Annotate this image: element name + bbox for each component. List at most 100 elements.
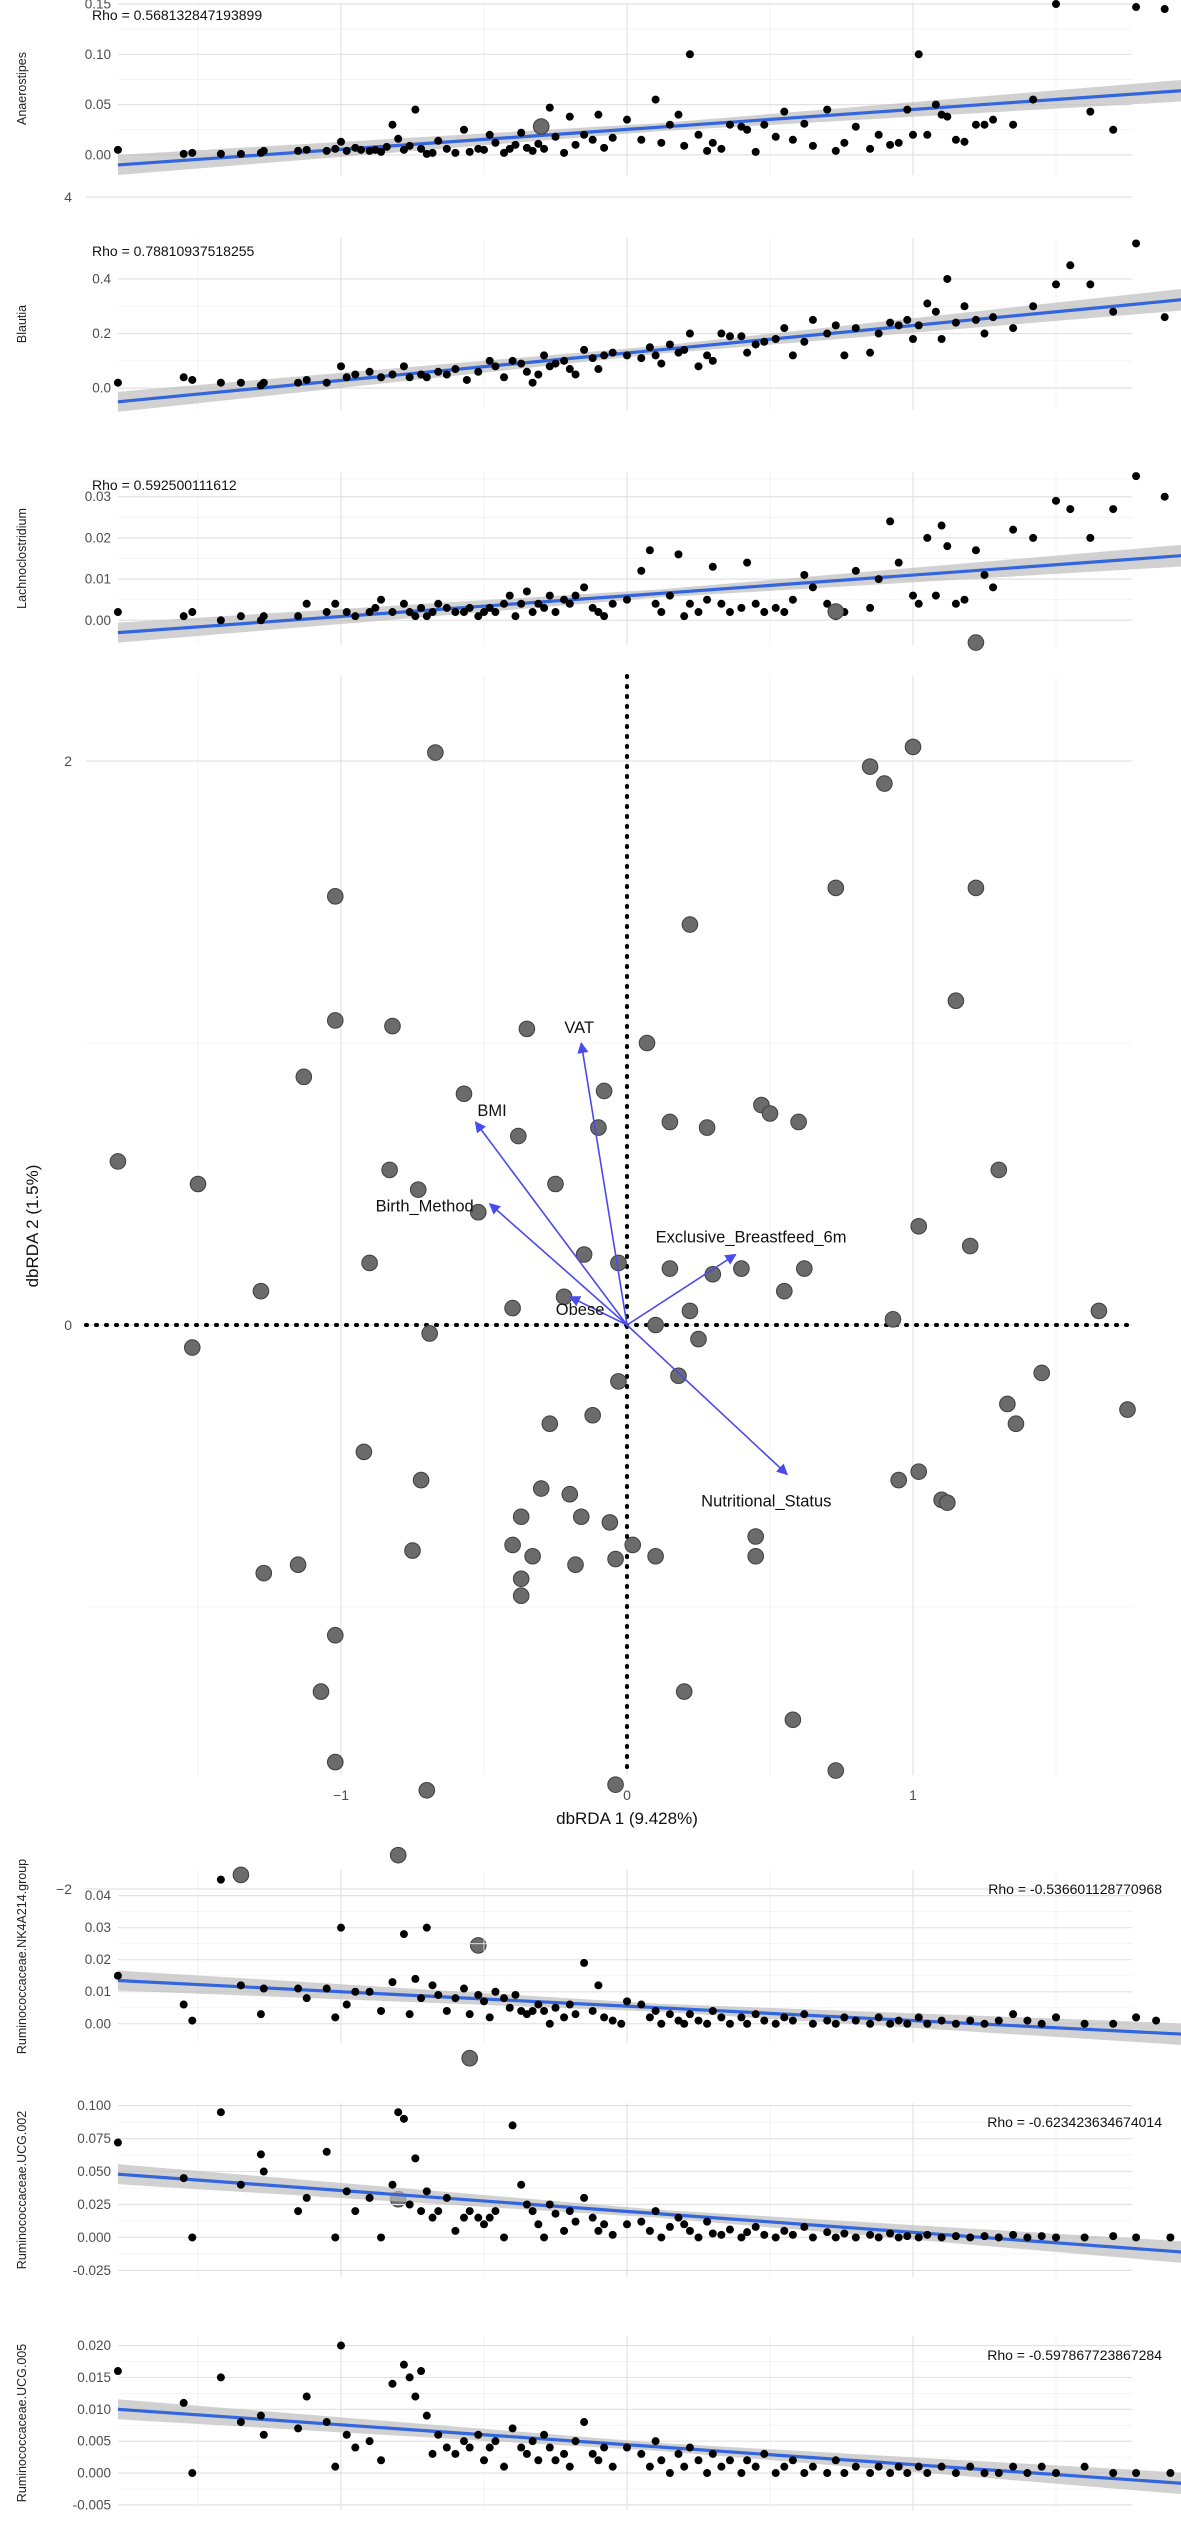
data-point [428,2449,437,2458]
data-point [434,599,443,608]
data-point [665,2222,674,2231]
data-point [980,570,989,579]
sample-point [967,634,985,651]
y-tick-label: 0.050 [77,2164,111,2179]
y-tick-label: 0 [64,1317,72,1333]
regression-line [117,2172,1181,2254]
data-point [909,591,917,600]
data-point [1160,492,1169,501]
data-point [491,2437,500,2446]
panel-2: 0.00 0.01 0.02 0.03 Lachnoclostridium Rho = 0… [15,472,1181,645]
data-point [342,2430,351,2439]
data-point [342,146,351,155]
data-point [943,112,952,121]
loading-arrow [626,1324,788,1476]
data-point [886,2469,895,2478]
data-point [788,135,797,144]
data-point [737,2233,746,2242]
data-point [588,2449,597,2458]
data-point [236,149,245,158]
data-point [560,2226,569,2235]
data-point [831,146,840,155]
sample-point [381,1161,398,1179]
data-point [823,599,832,608]
data-point [517,599,526,608]
data-point [377,373,386,382]
sample-point [504,1536,521,1554]
data-point [923,130,932,139]
data-point [500,599,509,608]
data-point [886,318,895,327]
data-point [980,2232,989,2241]
data-point [665,2010,674,2019]
data-point [751,2010,760,2019]
data-point [708,138,717,147]
data-point [751,147,760,156]
data-point [480,608,488,617]
data-point [465,147,474,156]
sample-point [876,775,893,792]
data-point [1109,505,1118,514]
data-point [708,2006,717,2015]
data-point [434,136,443,145]
data-point [851,122,860,131]
sample-point [590,1119,607,1136]
data-point [680,2019,689,2028]
data-point [951,599,960,608]
data-point [1052,2233,1060,2242]
loading-arrow-label: BMI [477,1102,506,1120]
sample-point [690,1330,707,1348]
data-point [594,2226,603,2235]
sample-point [461,2049,479,2067]
sample-point [504,1299,521,1317]
data-point [551,132,560,141]
data-point [717,2230,726,2239]
data-point [442,2006,451,2015]
loading-arrow-label: Birth_Method [376,1198,474,1216]
data-point [377,2456,386,2465]
sample-point [647,1316,664,1334]
data-point [651,2437,660,2446]
data-point [377,2006,386,2015]
data-point [623,2443,631,2452]
data-point [560,2449,569,2458]
data-point [505,144,514,153]
regression-line [117,89,1181,167]
data-point [551,2456,560,2465]
y-tick-label: 4 [64,189,72,205]
data-point [517,2180,526,2189]
y-tick-label: 0.0 [92,381,111,396]
y-tick-label: −2 [56,1881,72,1897]
data-point [459,1984,468,1993]
sample-point [947,992,965,1010]
data-point [760,608,769,617]
data-point [388,120,397,129]
data-point [399,2114,408,2123]
sample-point [607,1550,624,1568]
data-point [743,348,752,357]
data-point [545,103,554,112]
data-point [623,351,631,360]
data-point [685,2010,694,2019]
y-tick-label: 2 [64,753,72,769]
y-tick-label: 0.04 [85,1888,112,1903]
data-point [623,2220,631,2229]
data-point [703,2217,712,2226]
data-point [685,50,694,59]
data-point [743,558,752,567]
data-point [743,2019,752,2028]
data-point [411,2154,420,2163]
data-point [522,367,531,376]
sample-point [624,1536,642,1554]
data-point [685,2443,694,2452]
data-point [931,591,940,600]
data-point [737,603,746,612]
sample-point [827,1762,845,1779]
data-point [188,2016,197,2025]
data-point [657,138,666,147]
data-point [1009,120,1018,129]
data-point [1109,307,1118,316]
data-point [428,2213,437,2222]
data-point [259,2430,268,2439]
data-point [236,2418,245,2427]
